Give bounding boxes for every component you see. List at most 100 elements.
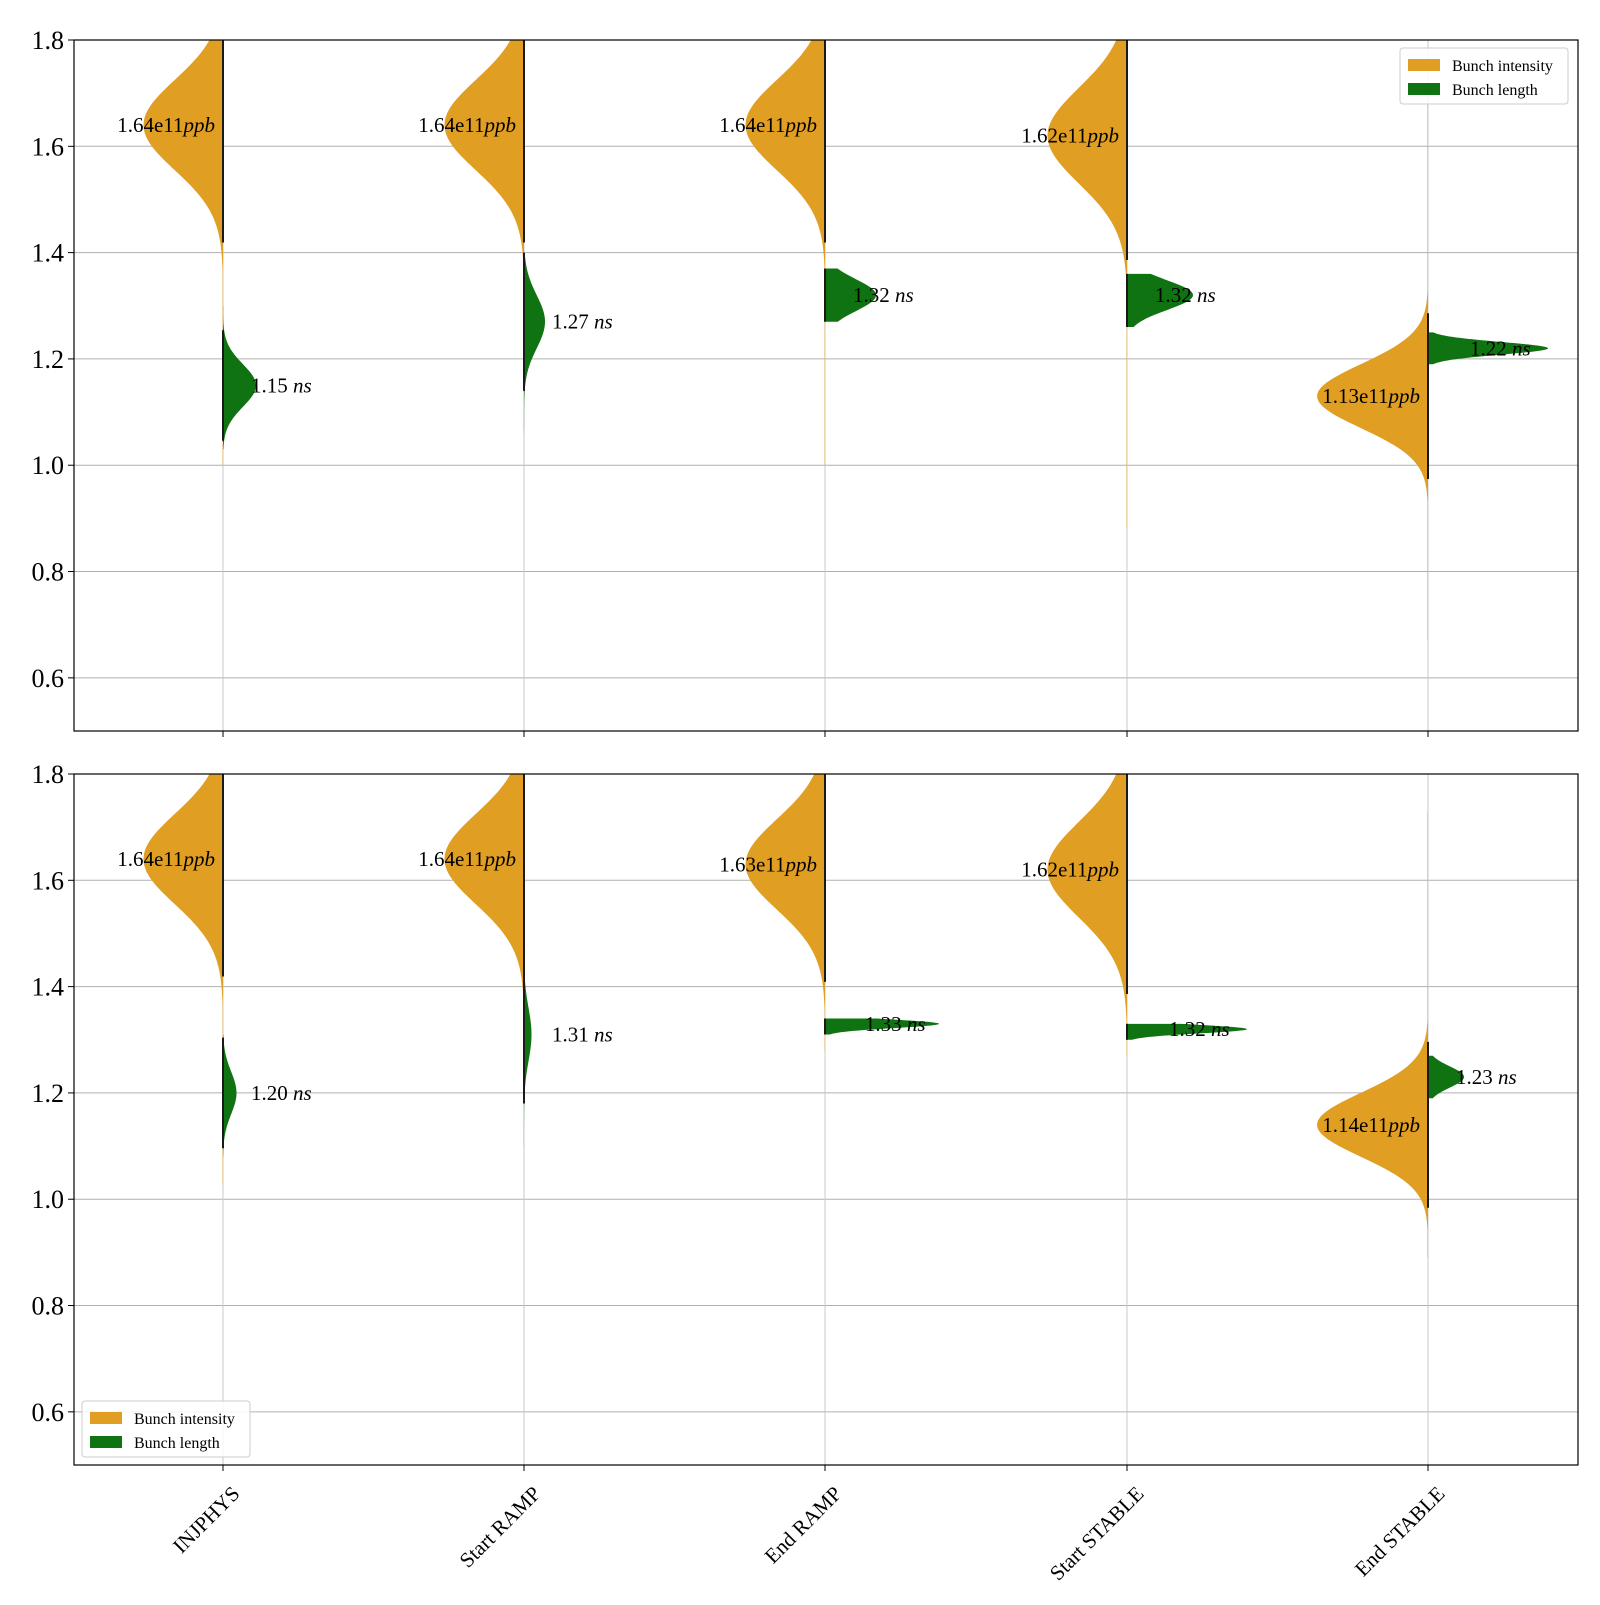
legend: Bunch intensity Bunch length bbox=[81, 1400, 251, 1458]
median-unit: ns bbox=[1493, 1065, 1517, 1089]
violins bbox=[143, 40, 1548, 641]
panel-1: 0.60.81.01.21.41.61.81.64e11ppb 1.64e11pp… bbox=[32, 26, 1579, 737]
intensity-median-label-2: 1.64e11ppb bbox=[418, 847, 516, 871]
y-tick-label: 1.4 bbox=[32, 239, 65, 268]
panel-frame bbox=[73, 773, 1579, 1466]
median-value: 1.64e11 bbox=[117, 113, 183, 137]
y-tick-label: 1.8 bbox=[32, 760, 65, 789]
intensity-median-label-5: 1.14e11ppb bbox=[1322, 1113, 1420, 1137]
length-median-label-3: 1.32 ns bbox=[853, 283, 914, 307]
median-value: 1.31 bbox=[552, 1022, 589, 1046]
length-median-label-4: 1.32 ns bbox=[1155, 283, 1216, 307]
length-violin-1 bbox=[223, 305, 256, 450]
intensity-violin-1 bbox=[143, 774, 223, 1184]
median-value: 1.32 bbox=[1155, 283, 1192, 307]
panel-frame bbox=[73, 39, 1579, 732]
y-tick-label: 1.8 bbox=[32, 26, 65, 55]
legend-box bbox=[81, 1400, 251, 1458]
median-value: 1.64e11 bbox=[719, 113, 785, 137]
x-category-label-5: End STABLE bbox=[1350, 1481, 1450, 1581]
median-value: 1.64e11 bbox=[418, 847, 484, 871]
intensity-violin-1 bbox=[143, 40, 223, 466]
intensity-median-label-4: 1.62e11ppb bbox=[1021, 858, 1119, 882]
x-category-label-3: End RAMP bbox=[760, 1481, 847, 1568]
median-unit: ppb bbox=[784, 852, 818, 876]
intensity-violin-2 bbox=[444, 40, 524, 434]
median-unit: ns bbox=[902, 1012, 926, 1036]
median-unit: ppb bbox=[1387, 1113, 1421, 1137]
legend-swatch-1 bbox=[1408, 59, 1440, 71]
intensity-violin-2 bbox=[444, 774, 524, 1147]
legend-swatch-2 bbox=[90, 1436, 122, 1448]
y-tick-label: 1.2 bbox=[32, 1079, 65, 1108]
legend-swatch-2 bbox=[1408, 83, 1440, 95]
median-unit: ppb bbox=[1086, 858, 1120, 882]
median-value: 1.62e11 bbox=[1021, 124, 1087, 148]
median-unit: ns bbox=[1507, 336, 1531, 360]
legend-label-1: Bunch intensity bbox=[1452, 58, 1553, 75]
intensity-violin-4 bbox=[1047, 774, 1127, 1056]
intensity-median-label-5: 1.13e11ppb bbox=[1322, 384, 1420, 408]
intensity-violin-5 bbox=[1317, 93, 1428, 641]
length-median-label-5: 1.22 ns bbox=[1470, 336, 1531, 360]
intensity-violin-3 bbox=[745, 774, 825, 1051]
length-violin-3 bbox=[825, 268, 876, 322]
median-unit: ppb bbox=[1086, 124, 1120, 148]
median-value: 1.14e11 bbox=[1322, 1113, 1388, 1137]
median-value: 1.22 bbox=[1470, 336, 1507, 360]
median-unit: ppb bbox=[1387, 384, 1421, 408]
length-median-label-5: 1.23 ns bbox=[1456, 1065, 1517, 1089]
median-unit: ppb bbox=[784, 113, 818, 137]
length-median-label-1: 1.15 ns bbox=[251, 374, 312, 398]
y-tick-label: 1.2 bbox=[32, 345, 65, 374]
median-value: 1.62e11 bbox=[1021, 858, 1087, 882]
length-median-label-2: 1.31 ns bbox=[552, 1022, 613, 1046]
legend-swatch-1 bbox=[90, 1412, 122, 1424]
y-tick-label: 1.0 bbox=[32, 1185, 65, 1214]
median-unit: ns bbox=[288, 1081, 312, 1105]
y-tick-label: 0.8 bbox=[32, 558, 65, 587]
median-value: 1.63e11 bbox=[719, 852, 785, 876]
length-median-label-4: 1.32 ns bbox=[1169, 1017, 1230, 1041]
x-category-label-4: Start STABLE bbox=[1045, 1481, 1149, 1585]
length-violin-4 bbox=[1127, 1023, 1247, 1040]
y-tick-label: 0.6 bbox=[32, 1398, 65, 1427]
median-value: 1.23 bbox=[1456, 1065, 1493, 1089]
median-unit: ns bbox=[1192, 283, 1216, 307]
median-value: 1.13e11 bbox=[1322, 384, 1388, 408]
length-violin-3 bbox=[825, 1018, 939, 1035]
median-unit: ppb bbox=[182, 847, 216, 871]
length-violin-2 bbox=[524, 975, 532, 1125]
x-category-label-2: Start RAMP bbox=[455, 1481, 546, 1572]
length-median-label-3: 1.33 ns bbox=[865, 1012, 926, 1036]
length-violin-1 bbox=[223, 1034, 237, 1157]
length-violin-5 bbox=[1428, 332, 1548, 365]
legend-label-2: Bunch length bbox=[134, 1435, 220, 1452]
intensity-median-label-2: 1.64e11ppb bbox=[418, 113, 516, 137]
median-unit: ns bbox=[589, 1022, 613, 1046]
length-violin-5 bbox=[1428, 1055, 1464, 1099]
median-unit: ppb bbox=[483, 113, 517, 137]
length-median-label-2: 1.27 ns bbox=[552, 310, 613, 334]
intensity-median-label-1: 1.64e11ppb bbox=[117, 847, 215, 871]
median-unit: ns bbox=[589, 310, 613, 334]
median-unit: ppb bbox=[182, 113, 216, 137]
intensity-median-label-3: 1.63e11ppb bbox=[719, 852, 817, 876]
intensity-median-label-1: 1.64e11ppb bbox=[117, 113, 215, 137]
y-tick-label: 1.6 bbox=[32, 132, 65, 161]
panel-2: 0.60.81.01.21.41.61.81.64e11ppb 1.64e11pp… bbox=[32, 760, 1579, 1471]
median-value: 1.15 bbox=[251, 374, 288, 398]
median-value: 1.64e11 bbox=[418, 113, 484, 137]
y-tick-label: 1.0 bbox=[32, 451, 65, 480]
median-value: 1.27 bbox=[552, 310, 589, 334]
violins bbox=[143, 774, 1464, 1258]
median-unit: ppb bbox=[483, 847, 517, 871]
median-value: 1.20 bbox=[251, 1081, 288, 1105]
legend-label-1: Bunch intensity bbox=[134, 1411, 235, 1428]
median-unit: ns bbox=[1206, 1017, 1230, 1041]
length-violin-2 bbox=[524, 252, 545, 429]
intensity-median-label-3: 1.64e11ppb bbox=[719, 113, 817, 137]
length-median-label-1: 1.20 ns bbox=[251, 1081, 312, 1105]
